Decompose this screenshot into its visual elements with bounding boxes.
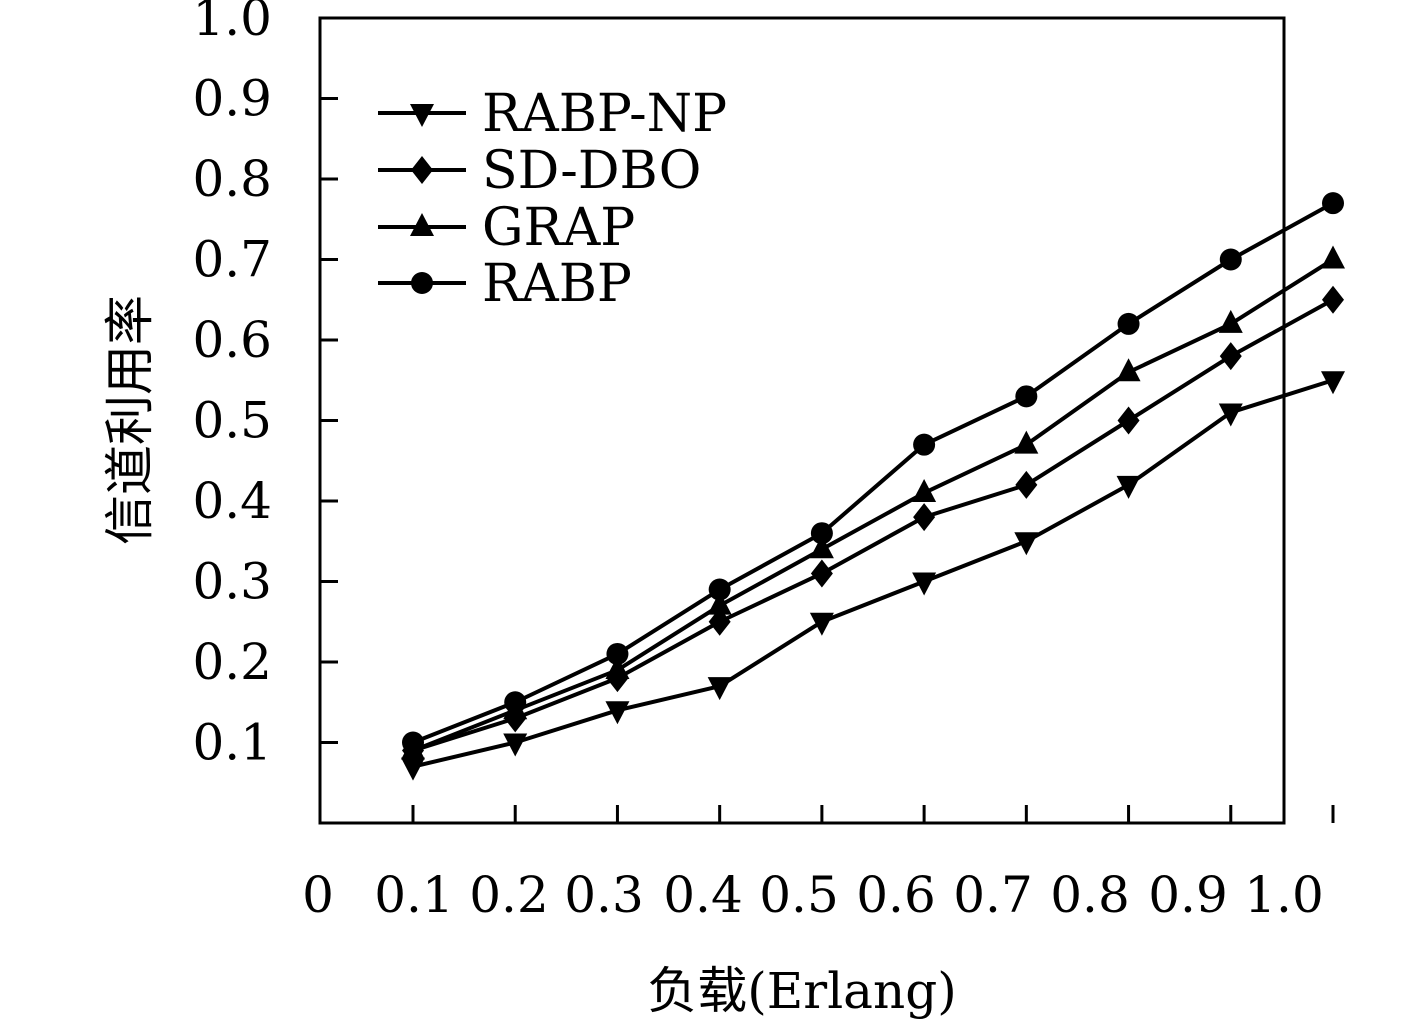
y-tick-label: 0.4 (192, 472, 272, 530)
data-point-rabp (1015, 385, 1038, 408)
data-point-sd-dbo (1015, 470, 1038, 499)
legend-label: RABP-NP (482, 84, 727, 144)
series-layer (401, 192, 1345, 781)
data-point-rabp-np (809, 612, 834, 636)
data-point-rabp-np (1014, 532, 1039, 556)
data-point-rabp-np (707, 677, 732, 701)
x-tick-label: 0.8 (1050, 866, 1130, 924)
data-point-rabp-np (912, 572, 937, 596)
data-point-rabp-np (1321, 371, 1345, 395)
data-point-grap (809, 535, 834, 559)
data-point-grap (1116, 358, 1141, 382)
data-point-rabp-np (1116, 475, 1141, 499)
x-tick-label: 0.6 (856, 866, 936, 924)
legend-label: SD-DBO (482, 141, 701, 201)
y-tick-label: 0.6 (192, 311, 272, 369)
y-tick-label: 0.7 (192, 231, 272, 289)
y-tick-label: 0.9 (192, 70, 272, 128)
data-point-grap (1014, 430, 1039, 454)
x-tick-label: 0.9 (1148, 866, 1228, 924)
data-point-sd-dbo (708, 607, 731, 636)
legend-label: GRAP (482, 198, 635, 258)
legend-item-rabp: RABP (378, 254, 632, 314)
data-point-rabp-np (401, 757, 425, 781)
y-tick-label: 0.2 (192, 633, 272, 691)
legend-item-rabp-np: RABP-NP (378, 84, 727, 144)
y-axis-label: 信道利用率 (101, 295, 159, 545)
series-grap (401, 245, 1345, 760)
data-point-rabp (402, 731, 424, 754)
data-point-grap (707, 591, 732, 615)
series-line-rabp-np (412, 378, 1334, 769)
legend-label: RABP (482, 254, 632, 314)
data-point-sd-dbo (1322, 285, 1344, 314)
data-point-rabp (1219, 248, 1242, 271)
legend-item-grap: GRAP (378, 198, 635, 258)
data-point-grap (605, 656, 630, 680)
data-point-rabp-np (605, 701, 630, 725)
y-tick-label: 0.5 (192, 392, 272, 450)
data-point-rabp (810, 522, 833, 545)
series-line-sd-dbo (412, 297, 1334, 753)
x-tick-label: 0.2 (469, 866, 549, 924)
data-point-rabp (1322, 192, 1344, 215)
x-axis-ticks: 0 0.1 0.2 0.3 0.4 0.5 0.6 0.7 0.8 0.9 1.0 (302, 805, 1335, 924)
data-point-rabp (606, 642, 629, 665)
legend-item-sd-dbo: SD-DBO (378, 141, 701, 201)
data-point-grap (912, 478, 937, 502)
y-tick-label: 0.3 (192, 553, 272, 611)
series-line-grap (412, 257, 1335, 753)
series-rabp (402, 192, 1344, 754)
x-tick-label: 0.3 (564, 866, 644, 924)
x-tick-label: 0 (302, 866, 334, 924)
data-point-sd-dbo (913, 503, 936, 532)
data-point-rabp (913, 433, 936, 456)
data-point-rabp-np (1218, 403, 1243, 427)
data-point-rabp-np (503, 733, 528, 757)
legend-marker-rabp (411, 272, 433, 294)
data-point-sd-dbo (1117, 406, 1140, 435)
x-tick-label: 0.7 (953, 866, 1033, 924)
x-axis-label: 负载(Erlang) (647, 962, 956, 1020)
data-point-grap (1321, 245, 1345, 269)
legend-marker-rabp-np (410, 104, 434, 127)
y-tick-label: 1.0 (192, 0, 272, 47)
series-line-rabp (412, 201, 1334, 745)
data-point-rabp (1117, 312, 1140, 335)
y-tick-label: 0.8 (192, 150, 272, 208)
data-point-sd-dbo (810, 559, 833, 588)
x-tick-label: 0.1 (374, 866, 454, 924)
y-axis-ticks: 0.1 0.2 0.3 0.4 0.5 0.6 0.7 0.8 0.9 1.0 (192, 0, 338, 772)
x-tick-label: 0.5 (759, 866, 839, 924)
legend-marker-sd-dbo (411, 156, 433, 184)
x-tick-label: 0.4 (663, 866, 743, 924)
series-sd-dbo (402, 285, 1344, 765)
series-rabp-np (401, 371, 1345, 781)
data-point-grap (1218, 309, 1243, 333)
data-point-rabp (708, 578, 731, 601)
x-tick-label: 1.0 (1244, 866, 1324, 924)
legend-marker-grap (410, 213, 434, 236)
data-point-sd-dbo (1219, 342, 1242, 371)
data-point-rabp (504, 691, 527, 714)
y-tick-label: 0.1 (192, 714, 272, 772)
